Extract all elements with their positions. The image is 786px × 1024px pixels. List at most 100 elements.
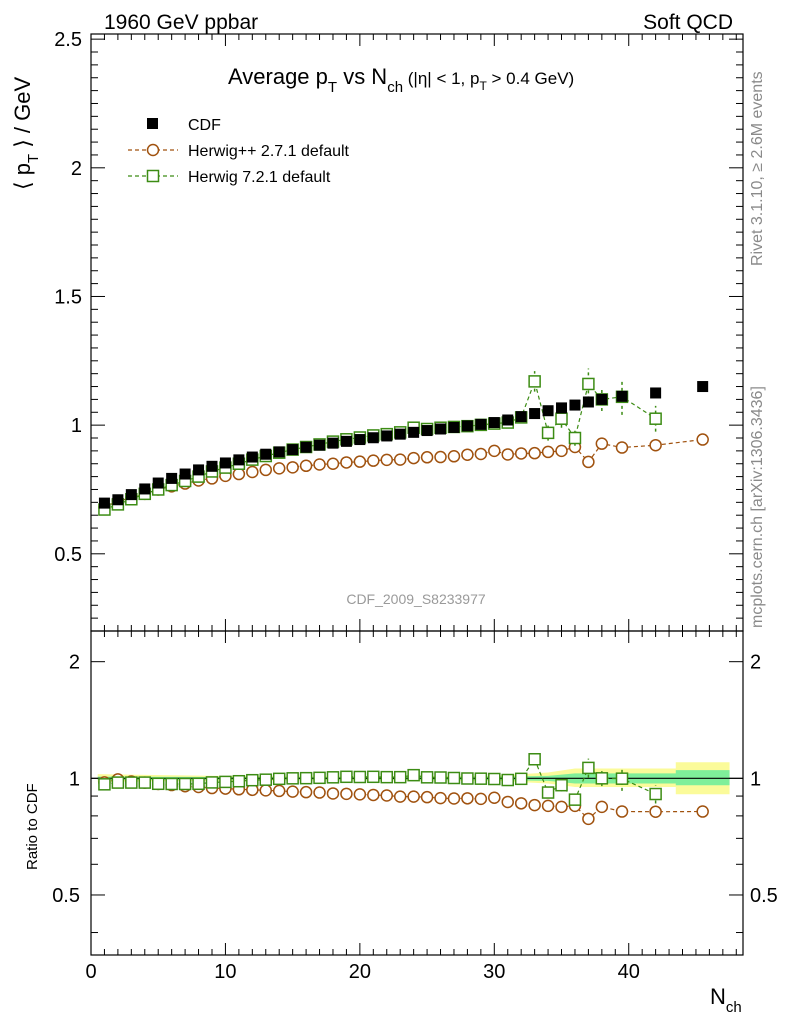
cdf-main-point [314, 439, 326, 451]
herwigpp-ratio-point [420, 790, 434, 804]
herwig7-ratio-line [104, 757, 656, 801]
herwigpp-main-point [326, 457, 340, 470]
herwigpp-ratio-point [541, 799, 555, 813]
cdf-main-point [300, 441, 312, 453]
y-tick-label-bottom-left: 1 [69, 768, 80, 790]
herwigpp-main-point [474, 447, 488, 461]
herwigpp-ratio-point [615, 805, 629, 818]
herwigpp-main-point [232, 467, 246, 481]
herwig7-ratio-point [407, 768, 420, 782]
herwigpp-main-point [407, 451, 420, 465]
axes: 0 10 20 30 40 0.5 1 1.5 2 2.5 0.5 0.5 1 1 2 2 [52, 29, 778, 983]
herwig7-ratio-point [582, 761, 595, 775]
herwigpp-ratio-point [380, 789, 394, 802]
herwigpp-main-point [488, 444, 501, 458]
herwig7-ratio-point [192, 777, 205, 791]
herwigpp-ratio-point [313, 786, 326, 799]
herwig7-ratio-point [541, 786, 555, 799]
herwig7-main-point [528, 375, 541, 388]
cdf-main-point [381, 430, 393, 442]
legend-label-herwig7: Herwig 7.2.1 default [188, 169, 331, 186]
herwigpp-ratio-point [595, 800, 609, 814]
cdf-main-point [219, 457, 231, 469]
cdf-main-point [193, 464, 205, 476]
cdf-main-point [502, 414, 514, 426]
herwigpp-main-point [541, 445, 555, 459]
y-axis-label-top: ⟨ pT ⟩ / GeV [10, 77, 42, 190]
herwigpp-main-point [286, 461, 299, 474]
herwigpp-ratio-point [326, 787, 340, 800]
herwig7-ratio-point [340, 770, 353, 784]
cdf-main-point [616, 390, 628, 402]
cdf-main-point [569, 399, 581, 411]
herwigpp-main-point [649, 438, 662, 452]
herwigpp-ratio-point [582, 812, 595, 826]
herwigpp-main-point [272, 462, 286, 475]
x-axis-label: Nch [710, 984, 742, 1016]
herwigpp-main-point [595, 437, 609, 450]
herwigpp-main-point [367, 454, 380, 467]
rivet-label: Rivet 3.1.10, ≥ 2.6M events [749, 71, 766, 266]
cdf-main-point [179, 468, 191, 480]
legend-marker-herwigpp [146, 143, 160, 157]
cdf-main-point [475, 418, 487, 430]
herwig7-ratio-point [393, 770, 407, 784]
herwig7-ratio-point [165, 777, 178, 791]
header-right: Soft QCD [643, 11, 733, 34]
herwigpp-main-point [528, 446, 541, 460]
herwigpp-ratio-point [407, 790, 420, 803]
cdf-main-point [166, 472, 178, 484]
herwig7-ratio-point [474, 772, 488, 785]
y-tick-label-bottom-left: 0.5 [52, 885, 80, 907]
legend-label-cdf: CDF [188, 117, 221, 134]
herwig7-ratio-point [568, 793, 582, 806]
herwig7-ratio-point [461, 772, 474, 785]
herwigpp-ratio-point [340, 787, 353, 801]
herwigpp-ratio-point [555, 800, 568, 814]
cdf-main-point [246, 451, 258, 463]
herwigpp-ratio-point [259, 784, 273, 797]
herwig7-ratio-point [367, 770, 380, 784]
herwigpp-main-point [313, 458, 326, 471]
herwigpp-main-point [340, 456, 353, 469]
herwig7-ratio-point [353, 770, 367, 784]
y-axis-label-bottom: Ratio to CDF [24, 783, 41, 870]
herwig7-ratio-point [615, 772, 629, 785]
herwigpp-main-point [514, 447, 528, 460]
herwigpp-main-point [615, 441, 629, 454]
cdf-main-point [515, 411, 527, 423]
data-marks [98, 368, 709, 826]
y-tick-label-bottom-left: 2 [69, 652, 80, 674]
herwig7-ratio-point [98, 778, 111, 791]
cdf-main-point [340, 435, 352, 447]
herwigpp-ratio-point [488, 791, 501, 805]
herwigpp-ratio-point [501, 795, 514, 809]
herwig7-ratio-point [178, 777, 192, 791]
cdf-main-point [529, 408, 541, 420]
herwigpp-ratio-point [367, 788, 380, 802]
legend-label-herwigpp: Herwig++ 2.7.1 default [188, 143, 350, 160]
cdf-main-point [542, 405, 554, 417]
cdf-main-point [233, 454, 245, 466]
herwig7-main-line [104, 379, 656, 511]
herwigpp-ratio-point [514, 797, 528, 810]
cdf-main-point [287, 444, 299, 456]
y-tick-label-top: 1 [71, 415, 82, 437]
herwig7-ratio-point [232, 774, 246, 788]
cdf-main-point [582, 396, 594, 408]
cdf-main-point [112, 494, 124, 506]
herwig7-ratio-point [434, 771, 447, 784]
herwig7-ratio-point [326, 771, 340, 784]
herwigpp-main-point [380, 453, 394, 467]
legend-marker-herwig7 [146, 169, 160, 183]
x-tick-label: 0 [85, 961, 96, 983]
x-tick-label: 10 [214, 961, 236, 983]
herwigpp-main-point [246, 465, 259, 479]
cdf-main-point [125, 489, 137, 501]
bottom-frame [90, 630, 744, 956]
herwigpp-ratio-point [353, 788, 367, 801]
cdf-main-point [206, 460, 218, 472]
herwig7-ratio-point [246, 773, 259, 787]
herwigpp-main-point [299, 459, 313, 473]
